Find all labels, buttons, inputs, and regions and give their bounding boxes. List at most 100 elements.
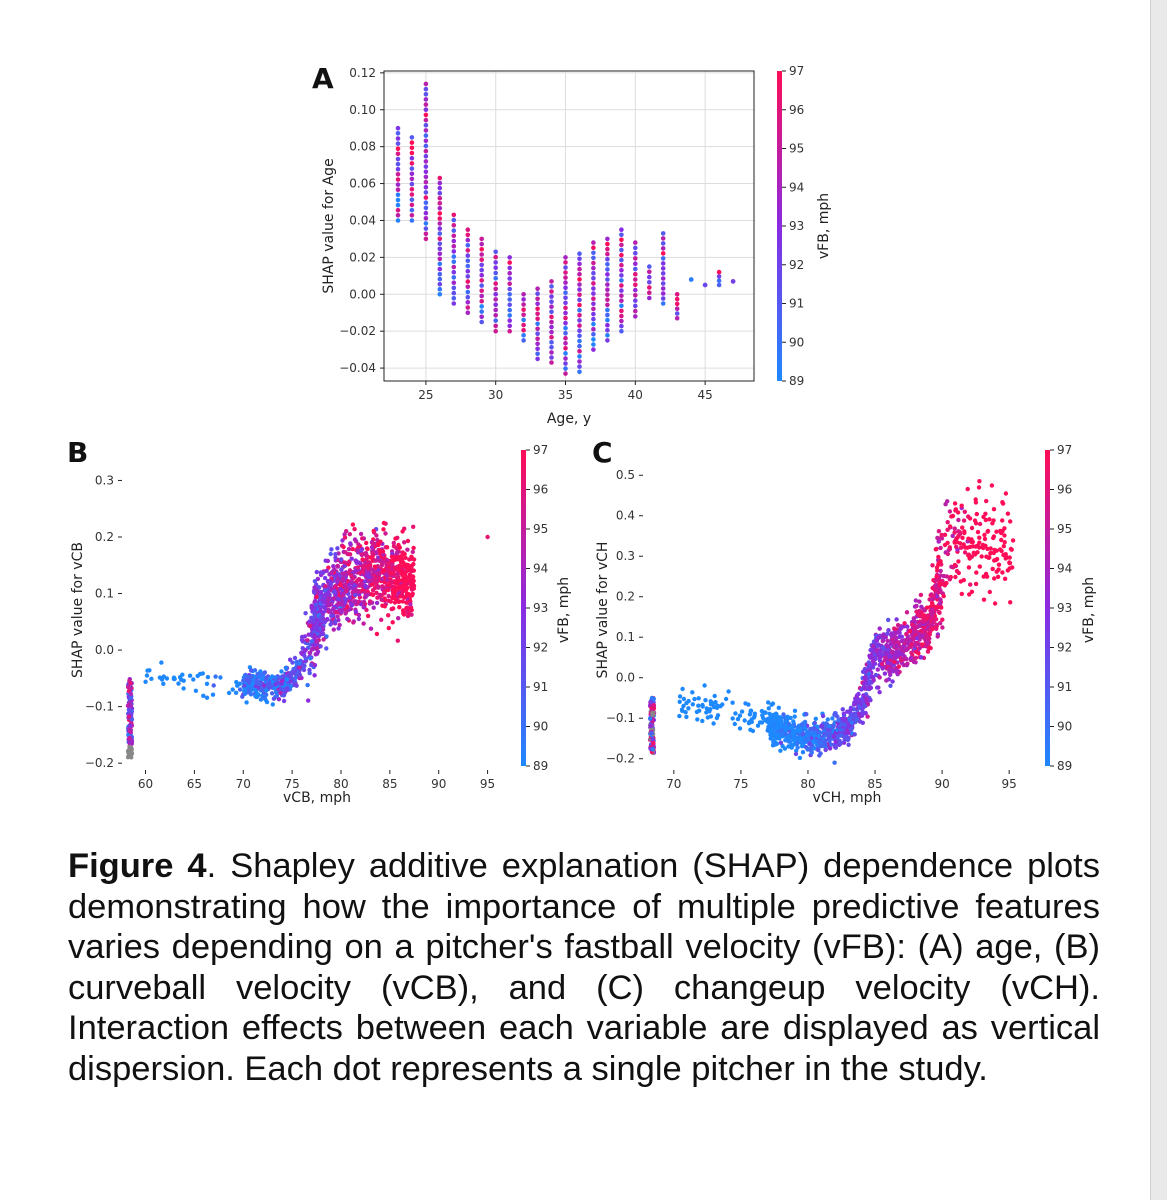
data-point	[333, 552, 338, 557]
data-point	[339, 609, 344, 615]
data-point	[962, 509, 967, 514]
data-point	[939, 579, 944, 585]
data-point	[619, 283, 624, 288]
data-point	[723, 696, 729, 702]
data-point	[1009, 547, 1014, 552]
data-point	[633, 250, 638, 256]
panel-b-xtick-label: 80	[333, 777, 348, 791]
data-point	[479, 247, 485, 252]
panel-b-ytick-label: 0.2	[95, 530, 114, 544]
data-point	[144, 673, 150, 678]
data-point	[128, 724, 133, 729]
data-point	[660, 241, 666, 246]
data-point	[795, 741, 800, 746]
data-point	[313, 652, 318, 657]
data-point	[976, 485, 982, 490]
data-point	[408, 602, 413, 607]
data-point	[726, 689, 731, 694]
data-point	[287, 673, 293, 678]
data-point	[437, 221, 443, 226]
data-point	[633, 277, 638, 282]
data-point	[423, 195, 429, 200]
data-point	[922, 636, 927, 641]
panel-b-ytick-label: 0.0	[95, 643, 114, 657]
data-point	[311, 588, 317, 594]
data-point	[423, 226, 429, 231]
data-point	[348, 541, 353, 546]
data-point	[838, 733, 844, 738]
data-point	[894, 651, 899, 656]
colorbar-tick-label: 92	[533, 641, 548, 655]
data-point	[908, 643, 913, 649]
data-point	[465, 258, 471, 264]
data-point	[479, 293, 485, 299]
data-point	[343, 550, 348, 555]
data-point	[339, 557, 344, 562]
data-point	[893, 635, 898, 640]
data-point	[875, 667, 880, 672]
data-point	[281, 693, 287, 698]
colorbar-tick-label: 92	[1057, 641, 1072, 655]
data-point	[563, 265, 568, 270]
data-point	[396, 616, 401, 621]
data-point	[867, 685, 873, 690]
data-point	[465, 248, 471, 253]
data-point	[479, 241, 485, 247]
data-point	[714, 715, 720, 721]
data-point	[696, 696, 701, 701]
data-point	[405, 613, 411, 619]
data-point	[605, 317, 610, 323]
data-point	[950, 533, 955, 539]
data-point	[347, 532, 352, 537]
data-point	[318, 591, 323, 596]
data-point	[493, 302, 499, 308]
data-point	[823, 747, 828, 753]
data-point	[451, 290, 457, 296]
data-point	[887, 654, 892, 659]
data-point	[353, 609, 359, 615]
data-point	[368, 626, 374, 631]
data-point	[307, 667, 312, 673]
data-point	[380, 576, 385, 582]
data-point	[660, 256, 666, 261]
data-point	[358, 531, 364, 537]
data-point	[395, 125, 401, 131]
data-point	[535, 296, 540, 302]
data-point	[945, 520, 950, 525]
data-point	[1003, 552, 1008, 557]
colorbar-tick-label: 94	[1057, 562, 1072, 576]
data-point	[318, 570, 324, 575]
data-point	[647, 285, 652, 290]
data-point	[591, 286, 596, 291]
data-point	[776, 705, 781, 710]
data-point	[386, 625, 391, 631]
data-point	[465, 243, 471, 248]
data-point	[917, 608, 922, 614]
data-point	[934, 604, 939, 610]
data-point	[376, 585, 381, 590]
data-point	[465, 263, 471, 269]
data-point	[328, 622, 333, 627]
data-point	[739, 709, 745, 714]
data-point	[922, 608, 927, 613]
data-point	[619, 273, 624, 278]
data-point	[651, 740, 656, 746]
data-point	[397, 605, 402, 610]
data-point	[381, 520, 387, 526]
data-point	[382, 586, 387, 591]
data-point	[423, 107, 429, 112]
data-point	[507, 297, 512, 302]
data-point	[752, 711, 757, 716]
data-point	[619, 252, 624, 258]
data-point	[892, 626, 897, 631]
data-point	[353, 539, 359, 544]
data-point	[890, 679, 895, 684]
data-point	[996, 562, 1002, 567]
data-point	[451, 280, 457, 286]
data-point	[437, 276, 443, 282]
data-point	[401, 611, 406, 616]
data-point	[840, 707, 845, 712]
data-point	[402, 540, 407, 545]
data-point	[437, 271, 443, 277]
data-point	[395, 151, 401, 157]
